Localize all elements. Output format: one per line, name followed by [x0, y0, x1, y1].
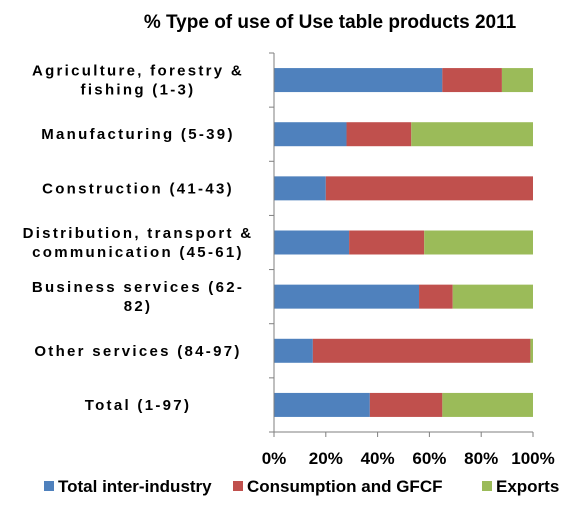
bar-segment: [274, 230, 350, 255]
legend-label: Total inter-industry: [58, 477, 212, 496]
bar-segment: [530, 338, 533, 363]
bar-segment: [442, 68, 502, 93]
bar-segment: [501, 68, 533, 93]
bar-segment: [274, 284, 420, 309]
bar-segment: [274, 68, 443, 93]
bar-segment: [452, 284, 533, 309]
legend-label: Exports: [496, 477, 559, 496]
category-label: Total (1-97): [85, 397, 192, 414]
category-label: Distribution, transport & communication (…: [23, 225, 254, 261]
bar-segment: [274, 338, 313, 363]
x-tick-label: 40%: [361, 449, 395, 468]
category-label: Construction (41-43): [42, 180, 234, 197]
bar-segment: [411, 122, 533, 147]
legend: Total inter-industry Consumption and GFCF…: [44, 477, 559, 496]
bar-segment: [349, 230, 425, 255]
category-label: Agriculture, forestry & fishing (1-3): [32, 63, 244, 99]
bar-segment: [424, 230, 533, 255]
bar-segment: [274, 176, 326, 201]
bars-group: [269, 52, 533, 433]
legend-swatch: [44, 481, 54, 491]
bar-segment: [312, 338, 531, 363]
bar-segment: [442, 392, 533, 417]
bar-segment: [274, 392, 370, 417]
x-tick-label: 20%: [309, 449, 343, 468]
legend-label: Consumption and GFCF: [247, 477, 442, 496]
bar-segment: [346, 122, 412, 147]
legend-swatch: [482, 481, 492, 491]
x-axis-ticks: 0% 20% 40% 60% 80% 100%: [262, 432, 555, 468]
bar-segment: [325, 176, 533, 201]
category-label: Business services (62-82): [32, 279, 244, 315]
x-tick-label: 80%: [464, 449, 498, 468]
bar-segment: [274, 122, 347, 147]
chart-title: % Type of use of Use table products 2011: [144, 12, 517, 33]
bar-segment: [369, 392, 443, 417]
bar-segment: [419, 284, 453, 309]
category-label: Other services (84-97): [34, 343, 241, 360]
legend-swatch: [233, 481, 243, 491]
category-labels: Agriculture, forestry & fishing (1-3) Manu…: [23, 63, 254, 414]
x-tick-label: 100%: [511, 449, 554, 468]
x-tick-label: 0%: [262, 449, 287, 468]
x-tick-label: 60%: [412, 449, 446, 468]
category-label: Manufacturing (5-39): [41, 126, 235, 143]
